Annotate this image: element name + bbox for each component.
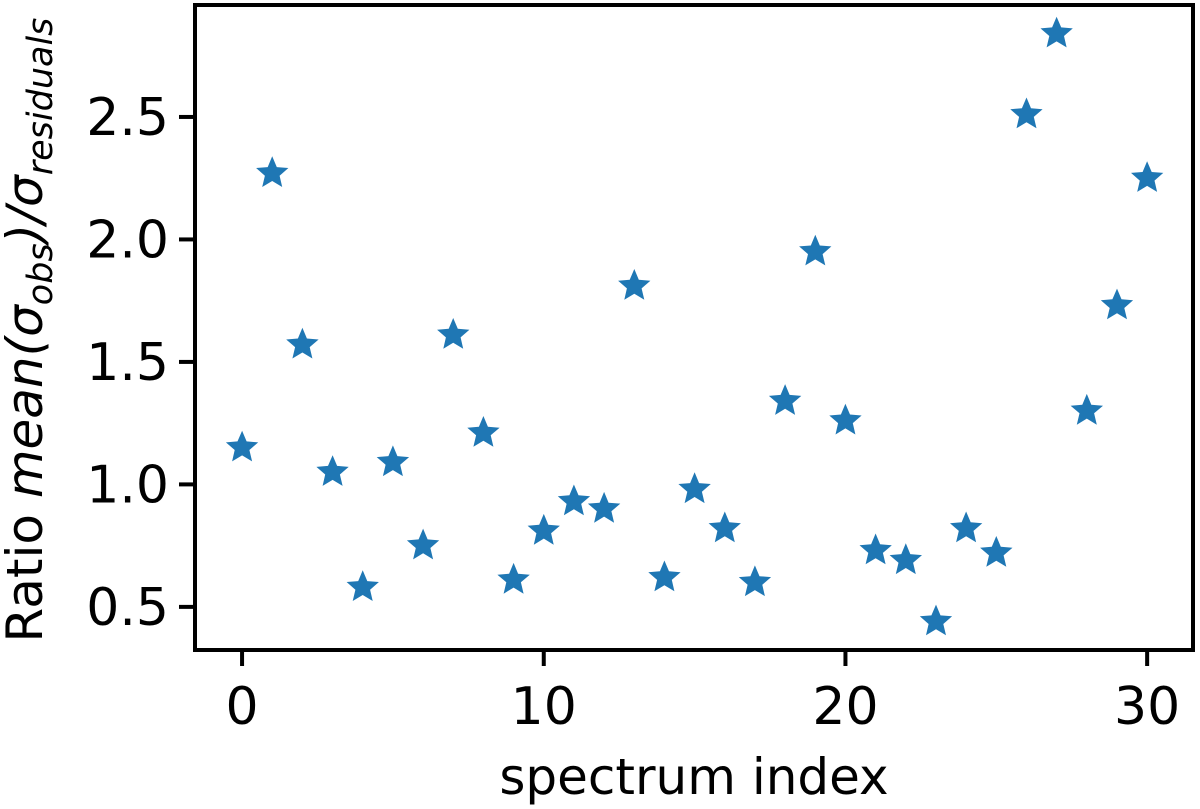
data-point-star xyxy=(950,511,983,543)
data-point-star xyxy=(678,472,711,504)
data-point-star xyxy=(1070,393,1103,425)
data-point-star xyxy=(1010,97,1043,129)
data-point-star xyxy=(768,384,802,415)
y-tick-label: 1.5 xyxy=(86,333,169,393)
x-axis-label: spectrum index xyxy=(499,748,888,806)
data-point-star xyxy=(859,533,892,565)
data-point-star xyxy=(1131,161,1164,192)
data-point-star xyxy=(708,511,741,543)
data-point-star xyxy=(225,430,259,462)
data-point-star xyxy=(980,536,1013,567)
data-point-star xyxy=(799,234,832,266)
x-tick-label: 10 xyxy=(511,677,577,737)
plot-area xyxy=(193,3,1195,652)
data-points xyxy=(225,16,1164,636)
y-axis-label-text: Ratio mean(σobs)/σresiduals xyxy=(0,18,61,643)
x-tick-label: 20 xyxy=(812,677,878,737)
data-point-star xyxy=(256,156,289,187)
x-tick-label: 0 xyxy=(226,677,259,737)
data-point-star xyxy=(467,416,500,447)
data-point-star xyxy=(437,318,470,349)
data-point-star xyxy=(406,528,440,560)
y-tick-label: 0.5 xyxy=(86,578,169,638)
y-tick-label: 1.0 xyxy=(86,455,169,515)
data-point-star xyxy=(346,570,379,601)
y-tick-label: 2.5 xyxy=(86,88,169,148)
data-point-star xyxy=(497,562,530,594)
data-point-star xyxy=(919,604,953,636)
y-tick-label: 2.0 xyxy=(86,210,169,270)
data-point-star xyxy=(286,327,319,359)
data-point-star xyxy=(376,445,410,477)
data-point-star xyxy=(557,484,591,516)
plot-spines xyxy=(193,3,1195,652)
data-point-star xyxy=(648,560,681,592)
y-axis-label: Ratio mean(σobs)/σresiduals xyxy=(0,18,61,643)
data-point-star xyxy=(1100,288,1134,320)
data-point-star xyxy=(527,513,560,545)
axis-tick-labels: 0 10 20 30 0.5 1.0 1.5 2.0 2.5 xyxy=(86,88,1180,737)
data-point-star xyxy=(587,491,621,523)
data-point-star xyxy=(829,403,862,435)
data-point-star xyxy=(1040,16,1073,48)
axis-ticks xyxy=(179,114,1150,666)
data-point-star xyxy=(316,455,349,486)
data-point-star xyxy=(618,269,651,300)
data-point-star xyxy=(889,543,922,575)
x-tick-label: 30 xyxy=(1114,677,1180,737)
data-point-star xyxy=(738,565,772,597)
